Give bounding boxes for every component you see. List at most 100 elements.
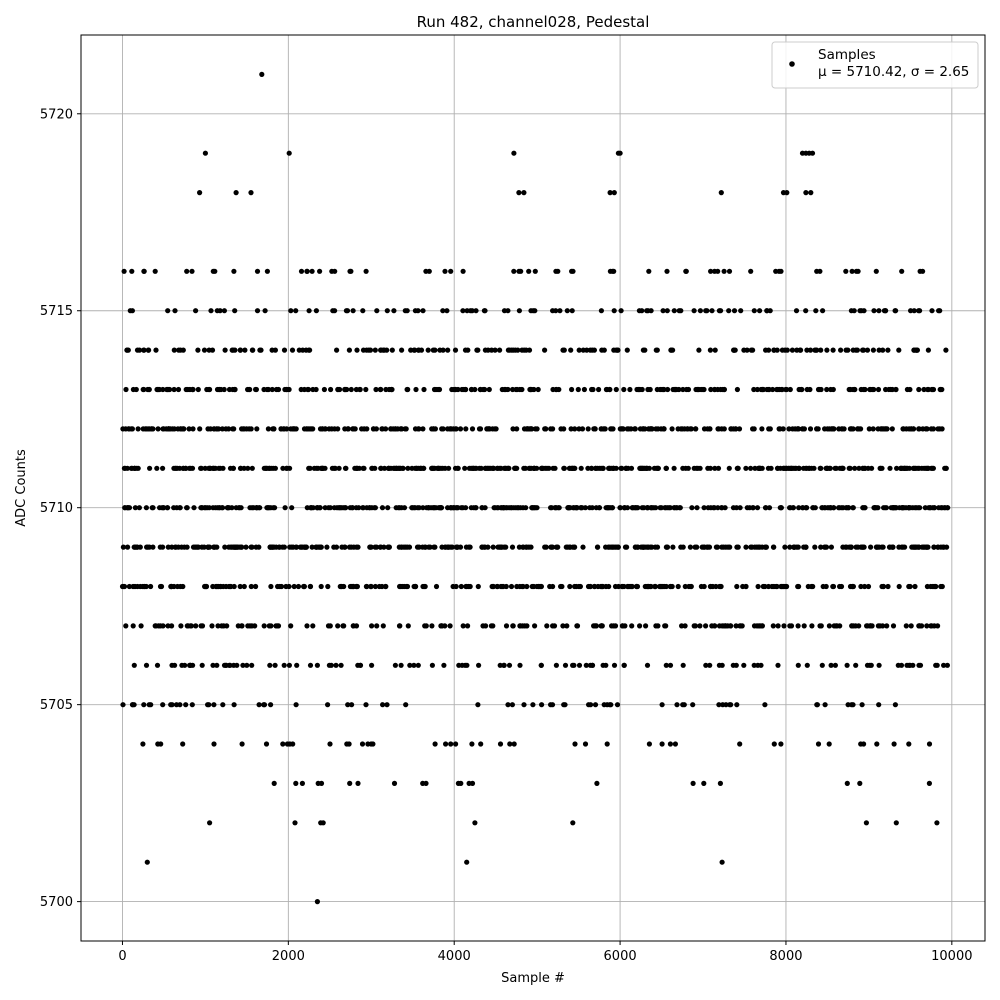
- sample-point: [737, 741, 743, 747]
- sample-point: [902, 544, 908, 550]
- sample-point: [925, 386, 932, 393]
- sample-point: [824, 426, 831, 432]
- sample-point: [383, 386, 389, 393]
- sample-point: [129, 308, 135, 314]
- sample-point: [455, 505, 461, 511]
- sample-point: [429, 662, 435, 668]
- sample-point: [153, 347, 159, 353]
- sample-point: [266, 623, 272, 629]
- sample-point: [944, 544, 950, 550]
- sample-point: [330, 308, 336, 314]
- sample-point: [391, 780, 398, 787]
- sample-point: [231, 268, 237, 274]
- sample-point: [272, 465, 278, 471]
- sample-point: [771, 544, 777, 550]
- sample-point: [569, 386, 575, 393]
- sample-point: [576, 347, 582, 353]
- sample-point: [598, 465, 604, 471]
- sample-point: [629, 505, 635, 511]
- sample-point: [475, 702, 481, 708]
- sample-point: [444, 308, 450, 314]
- sample-point: [879, 583, 885, 590]
- sample-point: [497, 662, 503, 668]
- sample-point: [583, 662, 589, 668]
- sample-point: [298, 268, 305, 274]
- sample-point: [305, 386, 312, 393]
- sample-point: [264, 505, 270, 511]
- sample-point: [321, 386, 327, 393]
- sample-point: [721, 426, 727, 432]
- sample-point: [883, 386, 889, 393]
- sample-point: [757, 623, 763, 629]
- sample-point: [431, 544, 437, 550]
- sample-point: [716, 702, 722, 708]
- sample-point: [550, 623, 556, 629]
- sample-point: [281, 662, 287, 668]
- sample-point: [804, 662, 810, 668]
- sample-point: [490, 583, 497, 590]
- sample-point: [658, 505, 665, 511]
- sample-point: [459, 386, 465, 393]
- sample-point: [803, 190, 809, 196]
- sample-point: [640, 426, 646, 432]
- sample-point: [286, 583, 292, 590]
- sample-point: [864, 347, 871, 353]
- sample-point: [697, 308, 704, 314]
- sample-point: [854, 347, 861, 353]
- sample-point: [478, 741, 484, 747]
- sample-point: [784, 386, 790, 393]
- sample-point: [904, 662, 910, 668]
- sample-point: [581, 386, 588, 393]
- sample-point: [667, 583, 673, 590]
- sample-point: [786, 426, 792, 432]
- sample-point: [460, 308, 466, 314]
- sample-point: [249, 465, 255, 471]
- sample-point: [865, 583, 872, 590]
- sample-point: [470, 465, 476, 471]
- sample-point: [942, 505, 948, 511]
- sample-point: [507, 741, 513, 747]
- sample-point: [517, 662, 523, 668]
- sample-point: [345, 702, 351, 708]
- sample-point: [859, 544, 865, 550]
- sample-point: [288, 623, 294, 629]
- sample-point: [191, 505, 197, 511]
- sample-point: [680, 386, 686, 393]
- sample-point: [543, 426, 549, 432]
- sample-point: [318, 583, 324, 590]
- sample-point: [426, 505, 432, 511]
- sample-point: [143, 426, 149, 432]
- sample-point: [844, 780, 850, 787]
- sample-point: [265, 426, 271, 432]
- sample-point: [349, 702, 355, 708]
- sample-point: [675, 583, 681, 590]
- sample-point: [199, 662, 205, 668]
- sample-point: [734, 544, 740, 550]
- sample-point: [502, 465, 508, 471]
- sample-point: [553, 308, 559, 314]
- sample-point: [432, 741, 438, 747]
- sample-point: [489, 347, 495, 353]
- sample-point: [924, 623, 930, 629]
- sample-point: [770, 386, 776, 393]
- sample-point: [304, 426, 310, 432]
- sample-point: [574, 505, 580, 511]
- sample-point: [921, 386, 927, 393]
- sample-point: [691, 623, 697, 629]
- sample-point: [807, 426, 814, 432]
- sample-point: [284, 386, 290, 393]
- sample-point: [254, 426, 260, 432]
- sample-point: [423, 268, 429, 274]
- sample-point: [178, 623, 184, 629]
- sample-point: [509, 505, 515, 511]
- sample-point: [701, 780, 707, 787]
- sample-point: [565, 505, 571, 511]
- sample-point: [463, 426, 469, 432]
- sample-point: [770, 623, 776, 629]
- sample-point: [671, 308, 677, 314]
- sample-point: [851, 308, 857, 314]
- y-tick-label: 5720: [40, 107, 73, 122]
- sample-point: [178, 426, 184, 432]
- sample-point: [647, 386, 653, 393]
- sample-point: [304, 623, 310, 629]
